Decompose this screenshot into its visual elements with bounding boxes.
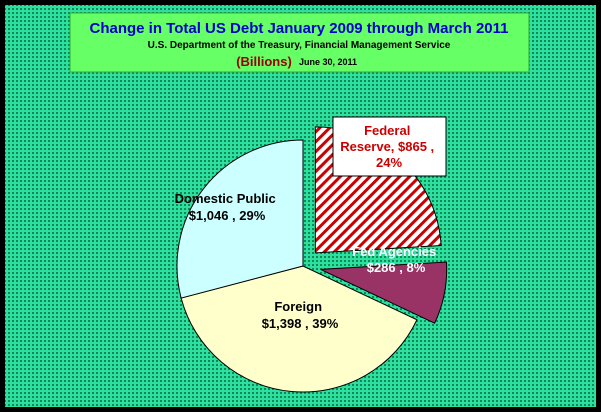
federal-reserve-label-box (332, 116, 447, 177)
pie-slices (176, 126, 448, 393)
title-box (69, 12, 530, 73)
pie-slice-fed-agencies (320, 261, 448, 324)
domestic-public-label: Domestic Public $1,046 , 29% (175, 191, 280, 223)
federal-reserve-label: Federal Reserve, $865 , 24% (340, 123, 438, 170)
chart-units: (Billions) (236, 54, 292, 69)
chart-date: June 30, 2011 (299, 57, 357, 67)
chart-title: Change in Total US Debt January 2009 thr… (90, 20, 509, 37)
chart-subtitle: U.S. Department of the Treasury, Financi… (148, 40, 451, 51)
pie-slice-foreign (180, 265, 418, 393)
pie-slice-domestic-public (176, 139, 304, 299)
foreign-label: Foreign $1,398 , 39% (262, 299, 339, 331)
fed-agencies-label: Fed Agencies $286 , 8% (352, 244, 440, 275)
